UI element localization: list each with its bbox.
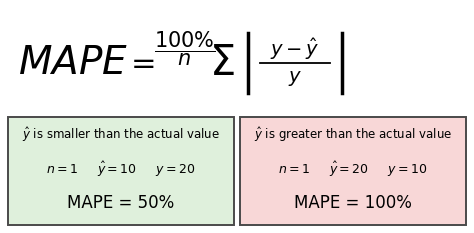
Text: $y$: $y$ [288,69,302,89]
Text: $=$: $=$ [125,48,155,78]
Text: $n=1$     $\hat{y}=10$     $y=20$: $n=1$ $\hat{y}=10$ $y=20$ [46,159,196,178]
Text: $\mathit{MAPE}$: $\mathit{MAPE}$ [18,44,128,82]
FancyBboxPatch shape [8,117,234,225]
FancyBboxPatch shape [240,117,466,225]
Text: MAPE = 50%: MAPE = 50% [67,194,174,212]
Text: $\hat{y}$ is greater than the actual value: $\hat{y}$ is greater than the actual val… [254,126,452,144]
Text: $\dfrac{100\%}{n}$: $\dfrac{100\%}{n}$ [154,30,216,68]
Text: $n=1$     $\hat{y}=20$     $y=10$: $n=1$ $\hat{y}=20$ $y=10$ [278,159,428,178]
Text: $\hat{y}$ is smaller than the actual value: $\hat{y}$ is smaller than the actual val… [22,126,220,144]
Text: MAPE = 100%: MAPE = 100% [294,194,412,212]
Text: $y-\hat{y}$: $y-\hat{y}$ [270,36,320,62]
Text: $\Sigma$: $\Sigma$ [209,42,235,84]
